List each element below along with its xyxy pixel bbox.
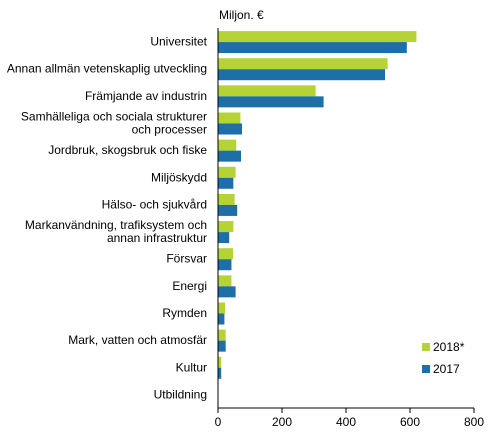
- legend-swatch: [422, 343, 430, 351]
- bar-series1-2: [218, 85, 316, 97]
- category-label: Utbildning: [154, 387, 207, 401]
- bar-series2-6: [218, 204, 238, 216]
- bar-series2-9: [218, 286, 236, 298]
- bar-series1-10: [218, 302, 226, 314]
- bar-series1-8: [218, 248, 234, 260]
- category-label: Samhälleliga och sociala strukturer: [21, 110, 207, 124]
- bar-series1-0: [218, 31, 417, 43]
- axes: 0 200 400 600 800: [215, 28, 484, 429]
- bars-group: [218, 31, 417, 379]
- bar-series2-2: [218, 96, 324, 108]
- x-tick-label: 200: [272, 415, 292, 429]
- bar-series1-5: [218, 166, 236, 178]
- category-labels: Universitet Annan allmän vetenskaplig utv…: [7, 35, 208, 402]
- legend-label: 2017: [433, 362, 460, 376]
- category-label: Försvar: [166, 252, 207, 266]
- category-label: Rymden: [162, 306, 207, 320]
- bar-series2-12: [218, 367, 222, 379]
- bar-series1-3: [218, 112, 241, 124]
- category-label: Annan allmän vetenskaplig utveckling: [7, 62, 207, 76]
- category-label: Markanvändning, trafiksystem och: [25, 218, 207, 232]
- category-label: Mark, vatten och atmosfär: [68, 333, 207, 347]
- category-label: Jordbruk, skogsbruk och fiske: [48, 143, 207, 157]
- bar-series2-1: [218, 69, 386, 81]
- category-label: Främjande av industrin: [85, 89, 207, 103]
- bar-series1-12: [218, 356, 222, 368]
- category-label: Energi: [172, 279, 207, 293]
- bar-series2-10: [218, 313, 225, 325]
- x-tick-label: 800: [464, 415, 484, 429]
- x-tick-label: 0: [215, 415, 222, 429]
- bar-series2-11: [218, 340, 226, 352]
- category-label: Hälso- och sjukvård: [102, 197, 207, 211]
- bar-series2-8: [218, 259, 232, 271]
- bar-series1-7: [218, 221, 234, 233]
- bar-series1-11: [218, 329, 226, 341]
- bar-series2-3: [218, 123, 242, 135]
- legend-label: 2018*: [433, 340, 465, 354]
- bar-series1-9: [218, 275, 232, 287]
- bar-series1-4: [218, 139, 237, 151]
- category-label: Miljöskydd: [151, 170, 207, 184]
- category-label: Kultur: [176, 360, 207, 374]
- legend: 2018* 2017: [422, 340, 465, 376]
- bar-series2-4: [218, 150, 242, 162]
- x-tick-label: 400: [336, 415, 356, 429]
- category-label: Universitet: [150, 35, 207, 49]
- category-label: och processer: [132, 123, 207, 137]
- bar-series2-7: [218, 232, 230, 244]
- unit-label: Miljon. €: [219, 8, 264, 22]
- bar-series1-6: [218, 193, 235, 205]
- x-tick-label: 600: [400, 415, 420, 429]
- bar-series2-0: [218, 42, 407, 54]
- category-label: annan infrastruktur: [107, 231, 207, 245]
- legend-swatch: [422, 365, 430, 373]
- bar-series2-5: [218, 177, 234, 189]
- bar-series1-1: [218, 58, 388, 70]
